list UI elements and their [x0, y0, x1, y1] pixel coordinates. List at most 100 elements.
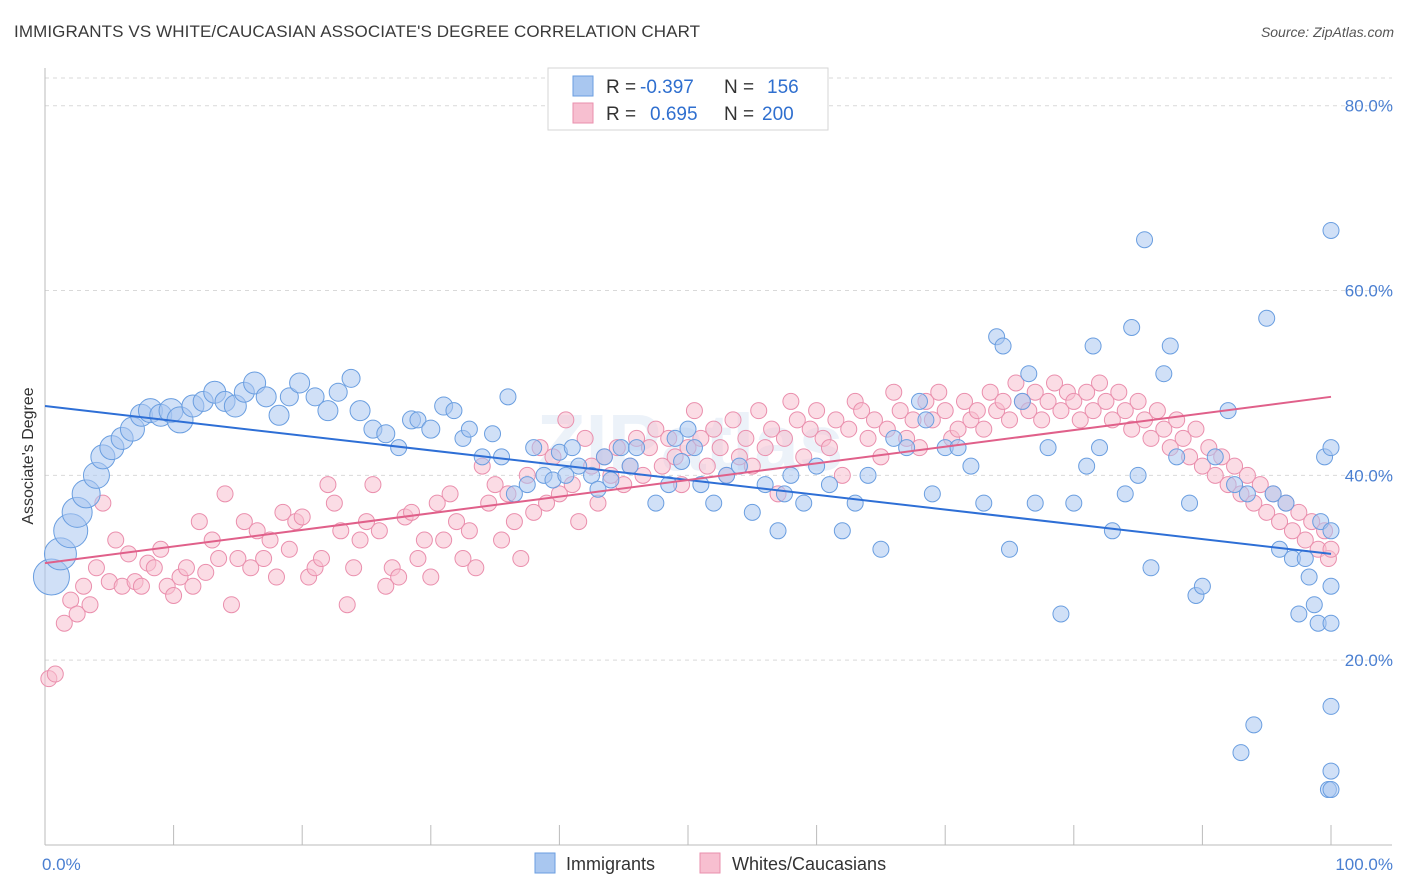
- axes: [44, 68, 1392, 846]
- whites-point: [428, 494, 446, 512]
- legend-blue-swatch: [572, 75, 594, 97]
- legend-whites-swatch: [699, 852, 721, 874]
- whites-point: [87, 559, 105, 577]
- whites-point: [255, 550, 273, 568]
- whites-point: [229, 550, 247, 568]
- whites-point: [390, 568, 408, 586]
- whites-point: [801, 420, 819, 438]
- whites-point: [338, 596, 356, 614]
- y-tick-label: 80.0%: [1345, 97, 1393, 116]
- chart-title: IMMIGRANTS VS WHITE/CAUCASIAN ASSOCIATE'…: [14, 22, 701, 41]
- immigrants-point: [499, 388, 517, 406]
- immigrants-point: [1322, 439, 1340, 457]
- immigrants-point: [289, 372, 311, 394]
- immigrants-point: [1103, 522, 1121, 540]
- immigrants-point: [279, 387, 299, 407]
- whites-point: [1187, 420, 1205, 438]
- immigrants-point: [820, 476, 838, 494]
- whites-point: [1322, 540, 1340, 558]
- immigrants-point: [1322, 762, 1340, 780]
- whites-point: [1091, 374, 1109, 392]
- immigrants-point: [525, 439, 543, 457]
- immigrants-point: [660, 476, 678, 494]
- immigrants-point: [1168, 448, 1186, 466]
- immigrants-point: [1322, 781, 1340, 799]
- whites-point: [505, 513, 523, 531]
- y-axis-label: Associate's Degree: [20, 387, 37, 524]
- whites-point: [1110, 383, 1128, 401]
- immigrants-point: [595, 448, 613, 466]
- y-tick-label: 60.0%: [1345, 282, 1393, 301]
- immigrants-point: [679, 420, 697, 438]
- whites-point: [981, 383, 999, 401]
- whites-point: [222, 596, 240, 614]
- immigrants-point: [317, 400, 339, 422]
- legend-n-label: N =: [724, 104, 754, 125]
- whites-point: [1193, 457, 1211, 475]
- immigrants-point: [1232, 744, 1250, 762]
- source-credit: Source: ZipAtlas.com: [1260, 24, 1394, 40]
- whites-point: [955, 392, 973, 410]
- whites-point: [1065, 392, 1083, 410]
- immigrants-point: [673, 453, 691, 470]
- immigrants-point: [1238, 485, 1256, 503]
- immigrants-point: [1305, 596, 1323, 614]
- whites-point: [1168, 411, 1186, 429]
- whites-point: [1097, 392, 1115, 410]
- whites-point: [512, 550, 530, 568]
- whites-point: [210, 550, 228, 568]
- immigrants-point: [1116, 485, 1134, 503]
- whites-point: [325, 494, 343, 512]
- immigrants-point: [885, 429, 903, 447]
- whites-point: [62, 591, 80, 609]
- immigrants-point: [775, 485, 793, 503]
- whites-point: [1084, 402, 1102, 420]
- immigrants-point: [1258, 309, 1276, 327]
- immigrants-point: [1226, 476, 1244, 494]
- whites-point: [1226, 457, 1244, 475]
- legend-pink-swatch: [572, 102, 594, 124]
- immigrants-point: [1001, 540, 1018, 558]
- immigrants-point: [1296, 550, 1314, 568]
- whites-point: [853, 402, 871, 420]
- whites-point: [1238, 466, 1256, 484]
- immigrants-point: [328, 382, 348, 402]
- whites-point: [872, 448, 890, 466]
- legend-n-value: 156: [767, 77, 799, 98]
- immigrants-point: [1322, 614, 1340, 632]
- whites-point: [1258, 503, 1276, 521]
- immigrants-point: [484, 425, 502, 443]
- whites-point: [756, 439, 774, 457]
- immigrants-point: [349, 400, 371, 422]
- immigrants-point: [1142, 559, 1160, 577]
- immigrants-point: [910, 392, 928, 410]
- whites-point: [145, 559, 163, 577]
- immigrants-point: [268, 404, 290, 426]
- whites-point: [1078, 383, 1096, 401]
- immigrants-point: [1129, 466, 1147, 484]
- immigrants-point: [1078, 457, 1096, 475]
- immigrants-point: [445, 402, 463, 420]
- whites-point: [403, 503, 421, 521]
- series-legend: Immigrants Whites/Caucasians: [534, 852, 886, 874]
- immigrants-point: [1322, 522, 1340, 540]
- immigrants-point: [518, 476, 536, 494]
- immigrants-point: [666, 429, 684, 447]
- legend-r-value: -0.397: [640, 77, 694, 98]
- whites-point: [370, 522, 388, 540]
- whites-point: [1174, 429, 1192, 447]
- whites-point: [422, 568, 440, 586]
- whites-point: [685, 402, 703, 420]
- immigrants-point: [612, 439, 630, 457]
- whites-point: [576, 429, 594, 447]
- whites-point: [1033, 411, 1051, 429]
- immigrants-point: [305, 387, 325, 407]
- whites-point: [1155, 420, 1173, 438]
- whites-point: [441, 485, 459, 503]
- whites-point: [788, 411, 806, 429]
- immigrants-point: [589, 480, 607, 498]
- legend-r-label: R =: [606, 104, 636, 125]
- immigrants-point: [1181, 494, 1199, 512]
- whites-point: [711, 439, 729, 457]
